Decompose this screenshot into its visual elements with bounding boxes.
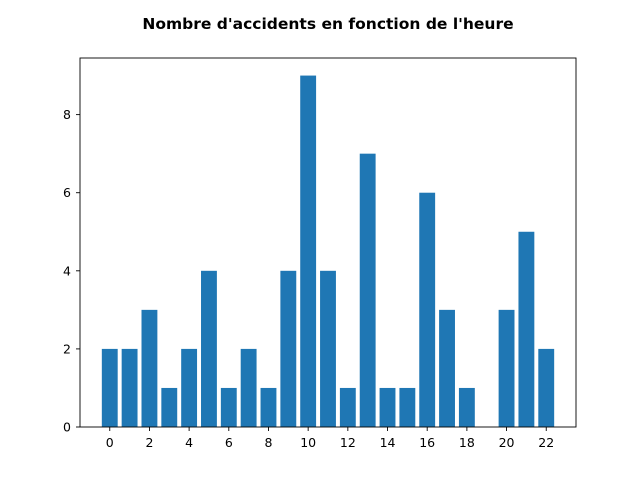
bar-hour-2 [141,309,158,427]
bar-hour-4 [181,348,198,427]
y-tick-label: 2 [63,341,71,356]
bar-hour-1 [121,348,138,427]
bar-hour-11 [320,270,336,427]
bar-hour-6 [220,387,237,427]
bar-hour-17 [439,309,455,427]
x-tick-label: 18 [459,435,475,450]
bar-hour-13 [359,153,376,428]
x-tick-label: 20 [499,435,515,450]
x-tick-label: 16 [419,435,435,450]
bar-hour-3 [161,387,178,427]
x-tick-label: 22 [538,435,554,450]
chart-title: Nombre d'accidents en fonction de l'heur… [142,15,513,33]
x-tick-label: 12 [340,435,356,450]
x-tick-label: 6 [225,435,233,450]
plot-frame [79,57,577,428]
x-tick-label: 4 [185,435,193,450]
x-axis: 0 2 4 6 8 10 12 14 16 18 20 22 [106,427,554,450]
bar-hour-7 [240,348,257,427]
y-tick-label: 0 [63,420,71,435]
y-tick-label: 6 [63,185,71,200]
bar-hour-20 [498,309,515,427]
bar-hour-12 [339,387,356,427]
bar-hour-15 [399,387,416,427]
x-tick-label: 14 [380,435,396,450]
bar-hour-14 [379,387,396,427]
y-axis: 0 2 4 6 8 [63,107,80,435]
bar-hour-22 [538,348,555,427]
x-tick-label: 8 [265,435,273,450]
y-tick-label: 4 [63,263,71,278]
bar-hour-9 [280,270,297,427]
bar-hour-10 [300,75,317,427]
bar-hour-21 [518,231,535,427]
bars-group [101,75,555,428]
y-tick-label: 8 [63,107,71,122]
bar-hour-5 [201,270,217,427]
bar-hour-8 [260,387,277,427]
bar-hour-16 [419,192,436,427]
x-tick-label: 2 [145,435,153,450]
bar-hour-0 [101,348,118,427]
x-tick-label: 10 [300,435,316,450]
bar-hour-18 [458,387,475,427]
x-tick-label: 0 [106,435,114,450]
